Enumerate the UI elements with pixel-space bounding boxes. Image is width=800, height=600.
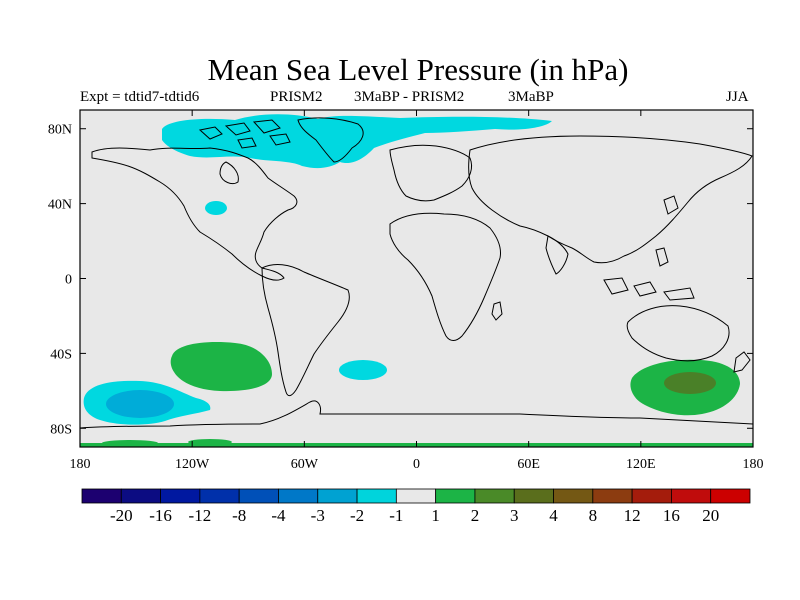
anomaly-north-america — [205, 201, 227, 215]
map-title: Mean Sea Level Pressure (in hPa) — [207, 52, 629, 87]
colorbar-label: -2 — [350, 506, 364, 525]
colorbar-label: -4 — [271, 506, 286, 525]
coast-india — [545, 235, 569, 275]
colorbar-label: -8 — [232, 506, 246, 525]
colorbar-swatch — [317, 488, 358, 504]
colorbar-label: 4 — [549, 506, 558, 525]
lat-tick-label: 80N — [48, 123, 72, 138]
coast-australia — [626, 305, 730, 362]
colorbar: -20 -16 -12 -8 -4 -3 -2 -1 1 2 3 4 8 12 16 20 — [81, 488, 751, 525]
colorbar-label: 2 — [471, 506, 480, 525]
colorbar-swatch — [120, 488, 161, 504]
anomaly-antarctic-patch-2 — [188, 439, 232, 445]
lon-tick-label: 60E — [517, 457, 540, 472]
colorbar-label: 20 — [702, 506, 719, 525]
colorbar-swatch — [671, 488, 712, 504]
colorbar-swatch — [435, 488, 476, 504]
season-label: JJA — [726, 89, 749, 105]
colorbar-label: -3 — [311, 506, 325, 525]
colorbar-label: -1 — [389, 506, 403, 525]
lon-tick-label: 120W — [175, 457, 210, 472]
model2-label: 3MaBP — [508, 89, 554, 105]
coast-europe — [389, 144, 473, 202]
period-label: 3MaBP - PRISM2 — [354, 89, 465, 105]
lon-tick-label: 120E — [626, 457, 656, 472]
anomaly-se-pacific-core — [106, 390, 174, 418]
coast-north-america — [91, 147, 298, 281]
colorbar-swatch — [160, 488, 201, 504]
lon-tick-label: 0 — [413, 457, 420, 472]
anomaly-south-pacific — [170, 342, 272, 392]
axes: 180 120W 60W 0 60E 120E 180 80N 40N 0 40S 80S — [48, 110, 764, 472]
coast-africa — [389, 212, 501, 341]
coast-antarctica — [80, 400, 753, 429]
lon-tick-label: 180 — [743, 457, 764, 472]
colorbar-label: 8 — [589, 506, 598, 525]
coast-asia — [468, 135, 753, 264]
colorbar-swatch — [553, 488, 594, 504]
colorbar-swatch — [81, 488, 122, 504]
coast-new-zealand — [733, 351, 751, 373]
lat-tick-label: 0 — [65, 273, 72, 288]
colorbar-swatch — [395, 488, 437, 504]
coast-hudson-bay — [219, 161, 239, 185]
coast-se-asia-islands — [603, 247, 695, 301]
experiment-label: Expt = tdtid7-tdtid6 — [80, 89, 200, 105]
model-label: PRISM2 — [270, 89, 323, 105]
lat-tick-label: 80S — [50, 422, 72, 437]
colorbar-swatch — [356, 488, 397, 504]
lon-tick-label: 180 — [70, 457, 91, 472]
colorbar-label: -12 — [189, 506, 212, 525]
lat-tick-label: 40S — [50, 347, 72, 362]
colorbar-label: 16 — [663, 506, 680, 525]
coast-greenland — [297, 117, 364, 163]
colorbar-swatch — [199, 488, 240, 504]
colorbar-label: 12 — [624, 506, 641, 525]
colorbar-swatch — [592, 488, 633, 504]
anomaly-southern-ocean-core — [664, 372, 716, 394]
lat-tick-label: 40N — [48, 198, 72, 213]
colorbar-swatch — [513, 488, 554, 504]
colorbar-label: -16 — [149, 506, 172, 525]
coast-south-america — [261, 264, 350, 397]
colorbar-label: 3 — [510, 506, 519, 525]
anomaly-south-atlantic — [339, 360, 387, 380]
anomaly-antarctic-patch-1 — [102, 440, 158, 446]
colorbar-label: 1 — [431, 506, 440, 525]
colorbar-swatch — [238, 488, 279, 504]
colorbar-swatch — [474, 488, 515, 504]
colorbar-swatch — [631, 488, 672, 504]
colorbar-label: -20 — [110, 506, 133, 525]
colorbar-swatch — [278, 488, 319, 504]
coastlines — [80, 117, 753, 429]
lon-tick-label: 60W — [291, 457, 319, 472]
colorbar-swatch — [710, 488, 751, 504]
coast-arctic-islands — [198, 119, 291, 149]
coast-madagascar — [491, 301, 503, 321]
coast-japan — [663, 195, 679, 215]
